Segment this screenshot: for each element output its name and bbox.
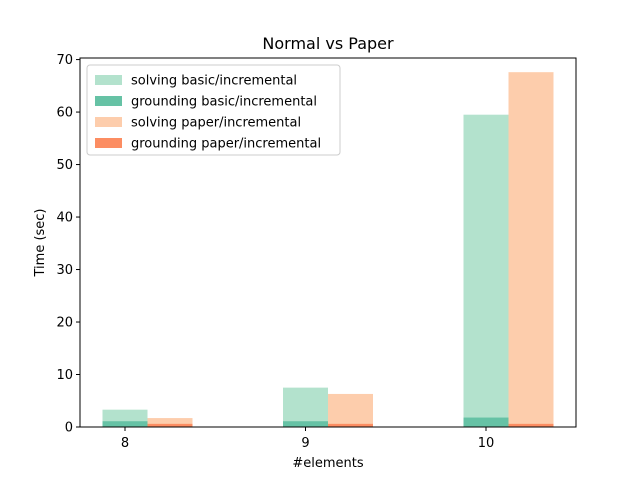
x-tick-label: 10: [478, 436, 495, 451]
y-tick-label: 30: [56, 263, 73, 278]
legend-entry: grounding paper/incremental: [131, 137, 321, 152]
legend-swatch: [95, 138, 122, 148]
bar-solving-basic-incremental-9: [283, 387, 328, 427]
legend-entry: grounding basic/incremental: [131, 95, 317, 110]
y-axis-title: Time (sec): [33, 208, 48, 277]
bar-solving-paper-incremental-8: [147, 418, 193, 427]
y-tick-label: 50: [56, 158, 73, 173]
x-axis: 8 9 10: [121, 427, 494, 451]
x-tick-label: 9: [301, 436, 309, 451]
bar-grounding-paper-incremental-9: [328, 423, 373, 427]
chart-title: Normal vs Paper: [262, 34, 394, 53]
legend-entry: solving basic/incremental: [131, 74, 297, 89]
bar-grounding-paper-incremental-10: [508, 423, 554, 427]
y-tick-label: 20: [56, 316, 73, 331]
bar-grounding-paper-incremental-8: [147, 423, 193, 427]
bar-solving-paper-incremental-9: [328, 393, 373, 427]
bar-grounding-basic-incremental-10: [463, 417, 509, 427]
y-tick-label: 60: [56, 106, 73, 121]
bar-solving-basic-incremental-10: [463, 114, 509, 427]
y-axis: 0 10 20 30 40 50 60 70: [56, 53, 80, 436]
legend-box: [86, 64, 341, 156]
y-tick-label: 70: [56, 53, 73, 68]
x-tick-label: 8: [121, 436, 129, 451]
bar-grounding-basic-incremental-8: [102, 421, 148, 427]
bar-solving-paper-incremental-10: [508, 72, 554, 427]
bar-grounding-basic-incremental-9: [283, 421, 328, 427]
legend-swatch: [95, 75, 122, 85]
x-axis-title: #elements: [292, 456, 363, 471]
legend: solving basic/incremental grounding basic…: [86, 64, 341, 156]
y-tick-label: 10: [56, 368, 73, 383]
bars-layer: [102, 72, 554, 427]
legend-swatch: [95, 96, 122, 106]
legend-swatch: [95, 117, 122, 127]
y-tick-label: 0: [65, 421, 73, 436]
y-tick-label: 40: [56, 211, 73, 226]
plot-frame: [79, 57, 577, 428]
legend-entry: solving paper/incremental: [131, 116, 301, 131]
